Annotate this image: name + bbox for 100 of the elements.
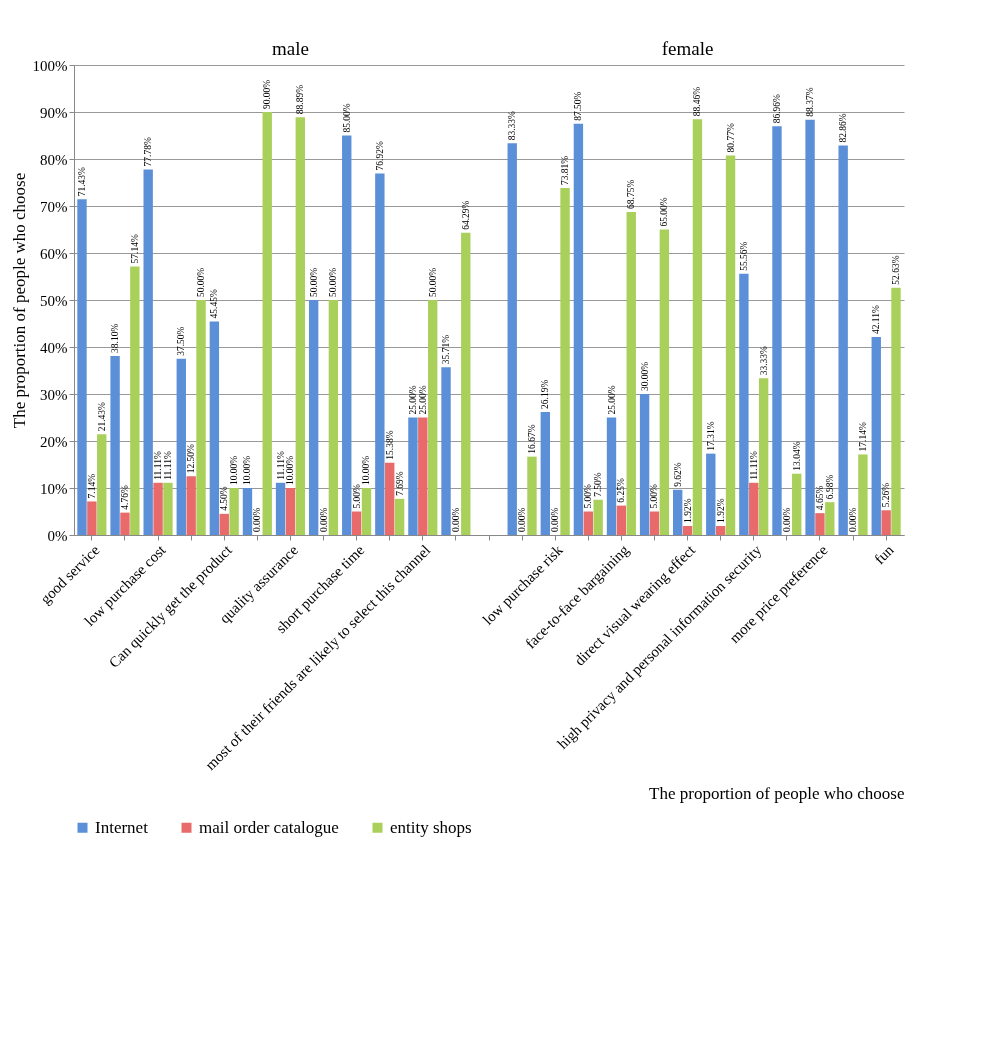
legend-label: mail order catalogue [199,817,339,837]
data-label: 26.19% [540,379,551,409]
y-tick-label: 90% [40,104,68,121]
bar [805,119,815,535]
bar [891,287,901,535]
data-label: 87.50% [573,91,584,121]
data-label: 73.81% [560,155,571,186]
data-label: 0.00% [318,507,329,532]
y-tick-label: 20% [40,433,68,450]
data-label: 50.00% [427,267,438,297]
bar [838,145,848,535]
legend-label: entity shops [390,817,472,837]
y-tick-label: 70% [40,198,68,215]
bar [385,462,395,535]
bar [143,169,153,535]
data-label: 10.00% [361,455,372,485]
bar [209,321,220,535]
data-label: 71.43% [77,166,87,197]
text: female [661,38,714,59]
bar [295,117,305,535]
bar [262,112,272,535]
bar [739,273,749,535]
data-label: 82.86% [838,113,849,143]
data-label: 37.50% [176,326,187,356]
data-label: 68.75% [626,179,637,209]
data-label: 90.00% [262,79,273,109]
bar [692,119,703,535]
bar [649,511,660,535]
legend-label: Internet [95,817,149,837]
y-tick-label: 40% [40,339,68,356]
data-label: 30.00% [639,361,650,391]
y-tick-label: 80% [40,151,68,168]
y-tick-label: 60% [40,245,68,262]
data-label: 5.00% [583,483,594,509]
data-label: 7.69% [394,471,405,496]
bar [308,300,319,535]
bar [825,502,835,535]
data-label: 86.96% [771,93,782,124]
text: male [271,38,309,59]
data-label: 25.00% [606,385,617,415]
bar [815,513,825,535]
bar [792,473,802,535]
bar [77,199,87,535]
data-label: 42.11% [871,305,882,335]
data-label: 0.00% [252,507,263,532]
bar [186,476,196,535]
data-label: 38.10% [110,323,121,353]
bar [176,358,186,535]
data-label: 11.11% [153,451,164,480]
bar [242,488,253,535]
bar [560,188,570,535]
bar [130,266,140,535]
data-label: 5.00% [649,483,660,509]
data-label: 35.71% [441,334,452,365]
data-label: 25.00% [417,385,428,415]
bar [163,482,173,535]
bar [507,143,517,535]
y-axis-title: The proportion of people who choose [9,172,29,429]
bar [593,499,603,535]
data-label: 45.45% [209,289,220,319]
bar [749,482,759,535]
data-label: 50.00% [328,267,339,297]
data-label: 55.56% [738,241,749,271]
data-label: 0.00% [848,507,859,532]
data-label: 4.50% [219,486,230,511]
data-label: 15.38% [384,430,395,460]
bar [285,488,296,535]
bar [659,229,670,535]
data-label: 77.78% [143,137,154,167]
data-label: 10.00% [229,455,240,485]
bar [110,355,120,535]
bar [682,525,693,535]
bar [229,488,239,535]
bar [758,378,769,535]
data-label: 83.33% [507,110,518,141]
data-label: 1.92% [715,498,726,523]
data-label: 85.00% [341,103,352,133]
x-tick-label: fun [871,541,898,568]
data-label: 12.50% [186,443,197,474]
bar [219,513,229,535]
data-label: 50.00% [308,267,319,297]
bar [342,135,352,535]
data-label: 80.77% [725,123,736,153]
bar [351,511,362,535]
data-label: 5.00% [351,483,362,509]
bar [87,501,97,535]
bar [540,411,551,535]
data-label: 16.67% [526,424,537,454]
data-label: 7.14% [86,473,97,499]
y-tick-label: 100% [32,57,68,74]
y-tick-label: 0% [47,527,68,544]
bar [153,482,163,535]
data-label: 0.00% [517,507,528,532]
bar [706,453,716,535]
data-label: 50.00% [196,267,207,297]
bar [361,488,372,535]
bar [673,489,683,535]
bar [858,454,868,535]
bar [881,510,891,535]
bar [375,173,385,535]
